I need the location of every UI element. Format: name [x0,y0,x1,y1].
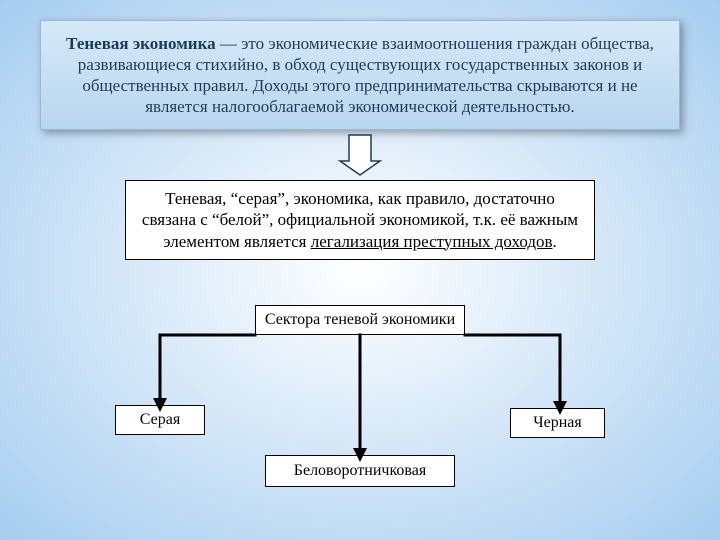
definition-box: Теневая экономика — это экономические вз… [40,20,680,130]
sectors-title-label: Сектора теневой экономики [265,310,455,330]
note-text-underlined: легализация преступных доходов [311,232,553,251]
sector-black-label: Черная [533,413,582,433]
definition-term: Теневая экономика [66,34,216,53]
note-text-after: . [553,232,557,251]
sector-whitecollar-label: Беловоротничковая [294,461,426,481]
connector-right [465,335,560,403]
gray-economy-note-box: Теневая, “серая”, экономика, как правило… [125,180,595,260]
sector-black-box: Черная [510,408,605,438]
sectors-title-box: Сектора теневой экономики [255,305,465,335]
sector-whitecollar-box: Беловоротничковая [265,455,455,487]
slide-canvas: Теневая экономика — это экономические вз… [0,0,720,540]
sector-gray-box: Серая [115,405,205,435]
connector-left [160,335,255,400]
outline-arrow-icon [340,135,380,175]
sector-gray-label: Серая [140,410,180,430]
